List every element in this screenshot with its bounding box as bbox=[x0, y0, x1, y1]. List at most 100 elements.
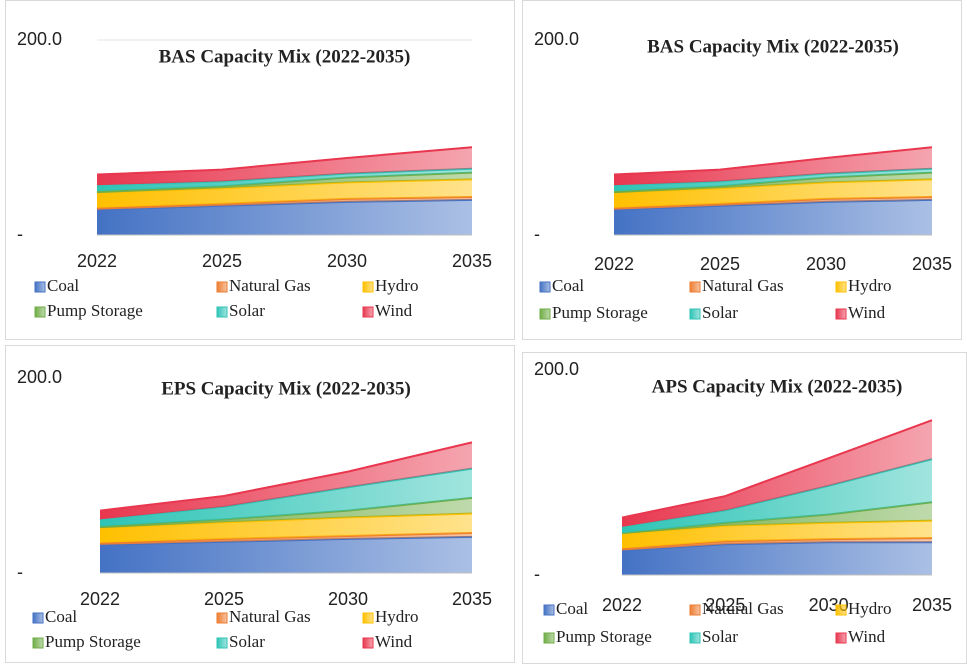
y-tick-label: - bbox=[17, 224, 23, 244]
legend-marker bbox=[689, 308, 701, 320]
area bbox=[622, 420, 932, 527]
area bbox=[614, 199, 932, 235]
chart-title: BAS Capacity Mix (2022-2035) bbox=[647, 36, 899, 57]
legend-label: Natural Gas bbox=[702, 599, 784, 618]
area bbox=[100, 513, 472, 543]
y-tick-label: 200.0 bbox=[17, 367, 62, 387]
x-tick-label: 2022 bbox=[80, 589, 120, 609]
area-edge bbox=[99, 532, 473, 544]
y-tick-label: 200.0 bbox=[534, 359, 579, 379]
area bbox=[614, 168, 932, 192]
legend-marker bbox=[539, 281, 551, 293]
area bbox=[622, 538, 932, 551]
y-tick-label: - bbox=[534, 224, 540, 244]
legend-marker bbox=[835, 632, 847, 644]
area-edge bbox=[99, 441, 473, 512]
panel-border bbox=[5, 0, 515, 340]
x-tick-label: 2025 bbox=[204, 589, 244, 609]
chart-title: BAS Capacity Mix (2022-2035) bbox=[159, 46, 411, 67]
x-tick-label: 2025 bbox=[202, 251, 242, 271]
legend-label: Natural Gas bbox=[229, 607, 311, 626]
legend-marker bbox=[216, 637, 228, 649]
area-edge bbox=[621, 541, 932, 552]
chart-panel: - 200.0 EPS Capacity Mix (2022-2035) 2022 20… bbox=[5, 345, 515, 663]
legend-label: Coal bbox=[47, 276, 79, 295]
y-tick-label: 200.0 bbox=[17, 29, 62, 49]
legend-label: Natural Gas bbox=[229, 276, 311, 295]
chart-panel: - 200.0 BAS Capacity Mix (2022-2035) 2022 20… bbox=[522, 0, 962, 340]
x-tick-label: 2025 bbox=[700, 254, 740, 274]
legend-marker bbox=[689, 281, 701, 293]
legend-label: Coal bbox=[552, 276, 584, 295]
x-tick-label: 2035 bbox=[912, 595, 952, 615]
legend-marker bbox=[362, 306, 374, 318]
legend-marker bbox=[835, 281, 847, 293]
area bbox=[614, 196, 932, 210]
y-tick-label: 200.0 bbox=[534, 29, 579, 49]
legend-label: Pump Storage bbox=[556, 627, 652, 646]
area-edge bbox=[621, 419, 933, 519]
area-edge bbox=[621, 519, 933, 535]
legend-label: Solar bbox=[229, 632, 265, 651]
area bbox=[97, 179, 472, 208]
legend-marker bbox=[32, 612, 44, 624]
area bbox=[97, 147, 472, 186]
legend-label: Pump Storage bbox=[45, 632, 141, 651]
panel-border bbox=[522, 0, 962, 340]
legend-marker bbox=[362, 637, 374, 649]
legend-marker bbox=[362, 612, 374, 624]
legend-label: Wind bbox=[848, 627, 886, 646]
x-tick-label: 2025 bbox=[705, 595, 745, 615]
x-tick-label: 2022 bbox=[602, 595, 642, 615]
legend-marker bbox=[216, 306, 228, 318]
x-tick-label: 2030 bbox=[327, 251, 367, 271]
chart-title: APS Capacity Mix (2022-2035) bbox=[652, 376, 903, 397]
legend-label: Hydro bbox=[375, 276, 418, 295]
legend-marker bbox=[689, 604, 701, 616]
panel-border bbox=[5, 345, 515, 663]
legend-label: Solar bbox=[702, 627, 738, 646]
area-edge bbox=[613, 146, 933, 176]
x-tick-label: 2030 bbox=[806, 254, 846, 274]
legend-marker bbox=[216, 612, 228, 624]
area bbox=[97, 196, 472, 210]
legend-marker bbox=[216, 281, 228, 293]
legend-label: Wind bbox=[375, 301, 413, 320]
legend-label: Wind bbox=[375, 632, 413, 651]
legend-marker bbox=[543, 604, 555, 616]
legend-marker bbox=[362, 281, 374, 293]
area bbox=[622, 459, 932, 533]
y-tick-label: - bbox=[17, 562, 23, 582]
area bbox=[614, 147, 932, 186]
x-tick-label: 2030 bbox=[328, 589, 368, 609]
legend-label: Pump Storage bbox=[552, 303, 648, 322]
legend-marker bbox=[689, 632, 701, 644]
x-tick-label: 2035 bbox=[912, 254, 952, 274]
legend-label: Solar bbox=[702, 303, 738, 322]
legend-label: Coal bbox=[45, 607, 77, 626]
legend-marker bbox=[835, 604, 847, 616]
legend-label: Hydro bbox=[848, 599, 891, 618]
legend-label: Hydro bbox=[375, 607, 418, 626]
area bbox=[614, 179, 932, 208]
chart-panel: - 200.0 BAS Capacity Mix (2022-2035) 2022 20… bbox=[5, 0, 515, 340]
area-edge bbox=[99, 535, 473, 546]
legend-marker bbox=[539, 308, 551, 320]
area bbox=[622, 542, 932, 575]
legend-marker bbox=[34, 281, 46, 293]
legend-marker bbox=[32, 637, 44, 649]
legend-label: Solar bbox=[229, 301, 265, 320]
area bbox=[100, 536, 472, 573]
area-edge bbox=[96, 146, 473, 176]
legend-label: Natural Gas bbox=[702, 276, 784, 295]
legend-label: Hydro bbox=[848, 276, 891, 295]
x-tick-label: 2035 bbox=[452, 251, 492, 271]
legend-marker bbox=[543, 632, 555, 644]
legend-label: Coal bbox=[556, 599, 588, 618]
legend-marker bbox=[835, 308, 847, 320]
y-tick-label: - bbox=[534, 564, 540, 584]
area bbox=[622, 520, 932, 549]
x-tick-label: 2022 bbox=[594, 254, 634, 274]
legend-label: Wind bbox=[848, 303, 886, 322]
